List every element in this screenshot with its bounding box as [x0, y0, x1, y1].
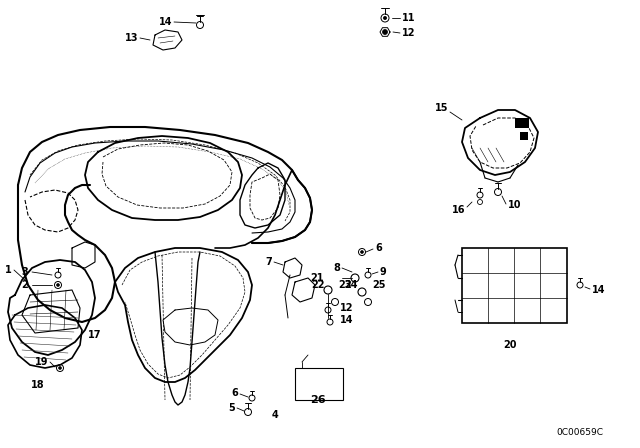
Text: 25: 25	[372, 280, 385, 290]
Text: 18: 18	[31, 380, 45, 390]
Text: 6: 6	[231, 388, 238, 398]
Text: 24: 24	[344, 280, 358, 290]
Text: 21: 21	[310, 273, 323, 283]
Text: 14: 14	[340, 315, 353, 325]
Bar	[295, 368, 343, 400]
Text: 15: 15	[435, 103, 448, 113]
Text: 12: 12	[340, 303, 353, 313]
Text: 11: 11	[402, 13, 415, 23]
Bar	[515, 118, 529, 128]
Text: 12: 12	[402, 28, 415, 38]
Text: 4: 4	[272, 410, 279, 420]
Text: 13: 13	[125, 33, 138, 43]
Text: 10: 10	[508, 200, 522, 210]
Bar	[520, 132, 528, 140]
Text: 5: 5	[228, 403, 235, 413]
Circle shape	[360, 250, 364, 254]
Text: 22: 22	[312, 280, 325, 290]
Text: 7: 7	[265, 257, 272, 267]
Text: 3: 3	[21, 267, 28, 277]
Text: 6: 6	[375, 243, 381, 253]
Text: 2: 2	[21, 280, 28, 290]
Text: 14: 14	[159, 17, 172, 27]
Circle shape	[351, 274, 359, 282]
Circle shape	[56, 284, 60, 286]
Text: 16: 16	[451, 205, 465, 215]
Text: 0C00659C: 0C00659C	[557, 427, 604, 436]
Circle shape	[383, 17, 387, 20]
Text: 20: 20	[503, 340, 516, 350]
Text: 26: 26	[310, 395, 326, 405]
Text: 17: 17	[88, 330, 102, 340]
Text: 14: 14	[592, 285, 605, 295]
Text: 23: 23	[338, 280, 351, 290]
Text: 19: 19	[35, 357, 48, 367]
Circle shape	[59, 366, 61, 370]
Circle shape	[383, 30, 387, 34]
Text: 9: 9	[380, 267, 387, 277]
Bar	[462, 248, 567, 323]
Text: 8: 8	[333, 263, 340, 273]
Text: 1: 1	[5, 265, 12, 275]
